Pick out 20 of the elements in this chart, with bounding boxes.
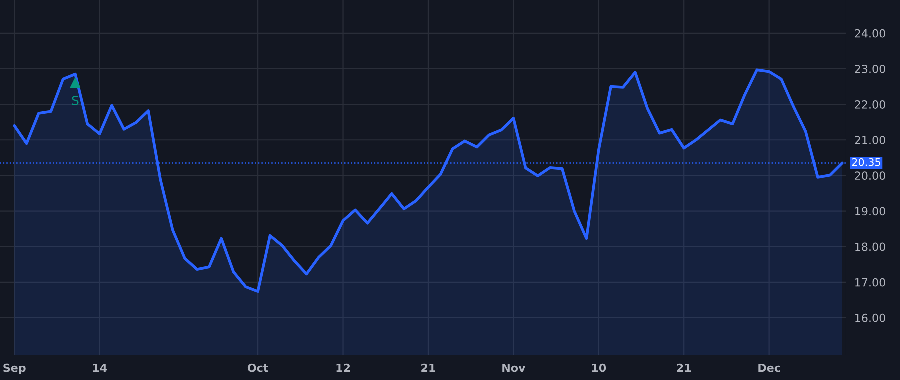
y-tick-label: 21.00 [855,136,886,145]
x-tick-label: 14 [93,364,108,372]
x-tick-label: 12 [336,364,350,372]
y-tick-label: 24.00 [855,29,886,38]
y-tick-label: 23.00 [855,64,886,74]
ref-line-label: 20.35 [852,158,880,166]
y-tick-label: 18.00 [856,242,886,252]
y-tick-label: 20.00 [855,172,886,180]
x-tick-label: Nov [502,364,526,372]
series-label: S [72,96,79,106]
x-tick-label: 10 [592,364,606,372]
x-tick-label: 21 [677,364,692,372]
x-tick-label: Dec [758,364,780,372]
x-tick-label: 21 [422,364,436,372]
y-tick-label: 19.00 [856,207,886,216]
x-tick-label: Oct [248,364,268,372]
x-tick-label: Sep [4,364,26,374]
y-tick-label: 17.00 [856,278,886,287]
y-tick-label: 22.00 [855,100,886,109]
y-tick-label: 16.00 [856,314,886,322]
